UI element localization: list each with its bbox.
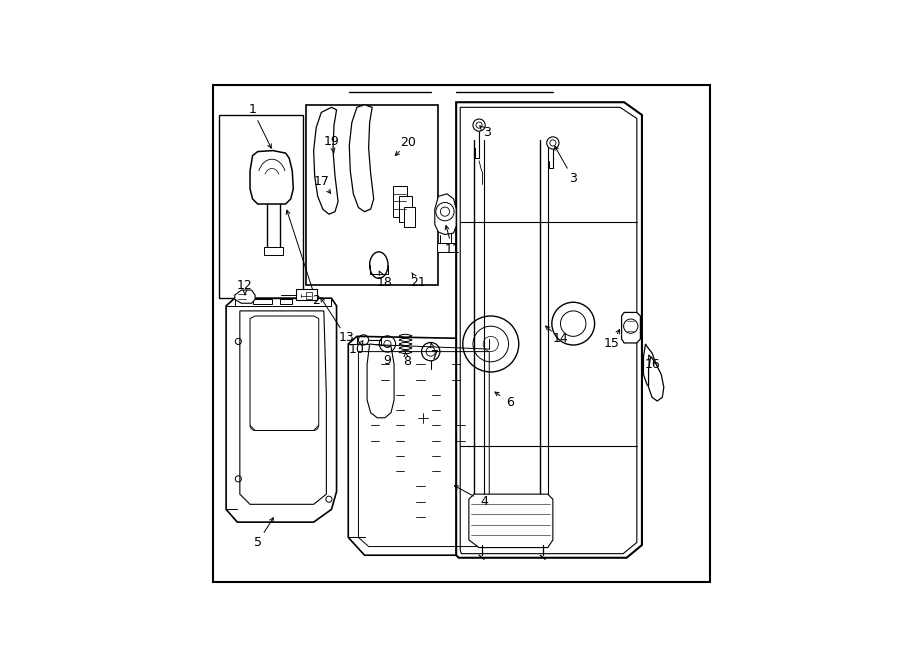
Polygon shape [226, 298, 337, 522]
Polygon shape [367, 344, 394, 418]
Text: 14: 14 [553, 332, 569, 346]
Bar [220, 115, 303, 298]
Polygon shape [250, 151, 293, 204]
Bar [264, 247, 284, 255]
Bar [392, 186, 407, 217]
Text: 1: 1 [248, 103, 256, 116]
Polygon shape [349, 104, 373, 212]
Text: 6: 6 [506, 396, 514, 409]
Polygon shape [649, 357, 664, 401]
Polygon shape [469, 494, 553, 547]
Text: 3: 3 [570, 172, 577, 185]
Bar [306, 292, 312, 299]
Text: 13: 13 [339, 331, 355, 344]
Text: 12: 12 [237, 279, 253, 292]
Text: 15: 15 [604, 338, 619, 350]
Polygon shape [348, 336, 497, 555]
Polygon shape [313, 107, 338, 214]
Bar [400, 196, 412, 222]
Bar [436, 243, 454, 253]
Text: 3: 3 [482, 126, 491, 139]
Bar [404, 207, 416, 227]
Text: 7: 7 [431, 349, 439, 362]
Text: 20: 20 [400, 136, 416, 149]
Circle shape [547, 137, 559, 149]
Text: 19: 19 [324, 135, 339, 148]
Polygon shape [622, 313, 641, 343]
Text: 8: 8 [403, 356, 410, 368]
Text: 2: 2 [312, 294, 320, 307]
Bar [253, 299, 272, 304]
Polygon shape [435, 194, 456, 235]
Circle shape [473, 119, 485, 132]
Text: 16: 16 [644, 358, 660, 371]
Text: 9: 9 [383, 354, 392, 368]
Text: 11: 11 [445, 243, 461, 256]
Polygon shape [235, 290, 255, 303]
Text: 18: 18 [377, 276, 392, 290]
Text: 10: 10 [349, 342, 364, 356]
Text: 21: 21 [410, 276, 426, 290]
Bar [280, 299, 292, 304]
Text: 5: 5 [254, 536, 262, 549]
Bar [296, 288, 317, 299]
Polygon shape [456, 102, 642, 558]
Bar [306, 105, 438, 286]
Text: 17: 17 [313, 175, 329, 188]
Text: 4: 4 [481, 495, 488, 508]
Polygon shape [644, 344, 659, 390]
